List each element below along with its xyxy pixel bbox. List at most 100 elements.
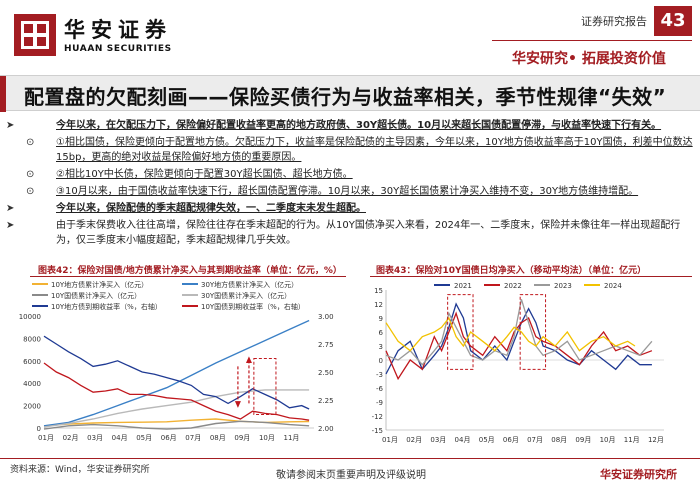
legend-label: 2023: [554, 282, 572, 290]
bullet-item: ➤ 由于季末保费收入往往高增，保险往往存在季末超配的行为。从10Y国债净买入来看，…: [6, 218, 696, 248]
x-tick-label: 06月: [503, 436, 519, 444]
y-tick-label: 9: [379, 315, 383, 323]
slogan: 华安研究• 拓展投资价值: [512, 51, 666, 67]
x-tick-label: 08月: [210, 434, 226, 442]
x-tick-label: 01月: [382, 436, 398, 444]
y-left-tick-label: 10000: [19, 313, 41, 321]
legend-label: 30Y地方债累计净买入（亿元）: [201, 280, 298, 289]
page-title: 配置盘的欠配刻画——保险买债行为与收益率相关，季节性规律“失效”: [24, 85, 667, 109]
x-tick-label: 09月: [575, 436, 591, 444]
bullet-marker: ➤: [6, 120, 15, 131]
y-tick-label: 15: [374, 287, 383, 295]
figure-43-chart: 2021 2022 2023 2024 -15 -12 -9 -6 -3 0 3 6 9 12 15 01月 0…: [372, 282, 664, 444]
figure-43-caption: 图表43：保险对10Y国债日均净买入（移动平均法）（单位：亿元）: [376, 266, 647, 276]
annotation-dashed-box: [447, 294, 474, 370]
bullet-marker: ⊙: [26, 186, 35, 197]
x-tick-label: 07月: [527, 436, 543, 444]
x-tick-label: 02月: [406, 436, 422, 444]
bullet-item: ➤ 今年以来，在欠配压力下，保险偏好配置收益率更高的地方政府债、30Y超长债。10…: [6, 118, 696, 133]
bullet-item: ➤ 今年以来，保险配债的季末超配规律失效，一、二季度末未发生超配。: [6, 201, 696, 216]
series-line-4: [43, 335, 310, 410]
y-left-tick-label: 8000: [23, 335, 41, 343]
y-tick-label: -3: [376, 371, 383, 379]
x-tick-label: 02月: [63, 434, 79, 442]
x-tick-label: 03月: [430, 436, 446, 444]
x-tick-label: 01月: [38, 434, 54, 442]
title-band: 配置盘的欠配刻画——保险买债行为与收益率相关，季节性规律“失效”: [0, 75, 700, 112]
figure-42-caption: 图表42：保险对国债/地方债累计净买入与其到期收益率（单位：亿元，%）: [38, 266, 342, 276]
annotation-dashed-box: [519, 294, 547, 370]
brand-name-cn: 华安证券: [64, 17, 172, 42]
x-tick-label: 12月: [648, 436, 664, 444]
figure-42-chart: 10Y地方债累计净买入（亿元） 30Y地方债累计净买入（亿元） 10Y国债累计净买入…: [19, 280, 334, 442]
brand-name-en: HUAAN SECURITIES: [64, 44, 172, 54]
y-left-tick-label: 2000: [23, 403, 41, 411]
y-tick-label: -9: [376, 399, 383, 407]
series-line-2: [385, 299, 653, 366]
legend-label: 2021: [454, 282, 472, 290]
y-left-tick-label: 0: [37, 425, 41, 433]
x-tick-label: 05月: [479, 436, 495, 444]
bullet-marker: ➤: [6, 220, 15, 231]
legend-label: 2024: [604, 282, 622, 290]
annotation-arrow-down-head: [234, 401, 241, 408]
y-tick-label: 0: [379, 357, 383, 365]
header-divider: [492, 40, 692, 41]
bullet-text: ③10月以来，由于国债收益率快速下行，超长国债配置停滞。10月以来，30Y超长国…: [56, 186, 639, 197]
bullet-text: 今年以来，在欠配压力下，保险偏好配置收益率更高的地方政府债、30Y超长债。10月…: [56, 120, 662, 131]
series-line-3: [43, 389, 310, 428]
series-line-2: [43, 420, 310, 430]
y-right-tick-label: 2.25: [318, 397, 334, 405]
y-left-tick-label: 6000: [23, 358, 41, 366]
page-number: 43: [654, 6, 692, 36]
x-tick-label: 03月: [87, 434, 103, 442]
x-tick-label: 11月: [624, 436, 640, 444]
series-line-0: [385, 302, 652, 375]
legend-label: 10Y地方债到期收益率（%，右轴）: [51, 302, 162, 311]
x-tick-label: 08月: [551, 436, 567, 444]
bullet-text: 由于季末保费收入往往高增，保险往往存在季末超配的行为。从10Y国债净买入来看，2…: [56, 220, 681, 246]
company-logo: [14, 14, 56, 56]
x-tick-label: 05月: [136, 434, 152, 442]
figure-43-rule: [370, 276, 692, 277]
bullet-item: ⊙ ②相比10Y中长债，保险更倾向于配置30Y超长国债、超长地方债。: [6, 167, 696, 182]
bullet-text: ①相比国债，保险更倾向于配置地方债。欠配压力下，收益率是保险配债的主导因素，今年…: [56, 137, 693, 163]
y-right-tick-label: 3.00: [318, 313, 334, 321]
bullet-list: ➤ 今年以来，在欠配压力下，保险偏好配置收益率更高的地方政府债、30Y超长债。10…: [6, 118, 696, 248]
y-right-tick-label: 2.00: [318, 425, 334, 433]
y-left-tick-label: 4000: [23, 380, 41, 388]
disclaimer: 敬请参阅末页重要声明及评级说明: [276, 470, 426, 481]
annotation-dashed-box: [253, 358, 277, 416]
source-note: 资料来源：Wind，华安证券研究所: [10, 465, 150, 475]
document-type: 证券研究报告: [581, 15, 647, 28]
y-tick-label: 6: [379, 329, 384, 337]
footer-divider: [0, 458, 700, 459]
x-tick-label: 06月: [161, 434, 177, 442]
legend-label: 10Y地方债累计净买入（亿元）: [51, 280, 148, 289]
bullet-item: ⊙ ①相比国债，保险更倾向于配置地方债。欠配压力下，收益率是保险配债的主导因素，今…: [6, 135, 696, 165]
y-right-tick-label: 2.75: [318, 341, 334, 349]
legend-label: 2022: [504, 282, 522, 290]
annotation-arrow-up-head: [245, 356, 252, 364]
series-line-5: [43, 362, 310, 421]
series-line-1: [43, 319, 310, 427]
x-tick-label: 10月: [259, 434, 275, 442]
x-tick-label: 04月: [455, 436, 471, 444]
bullet-marker: ⊙: [26, 169, 35, 180]
y-tick-label: -12: [372, 413, 383, 421]
x-tick-label: 07月: [185, 434, 201, 442]
y-tick-label: 3: [379, 343, 383, 351]
series-line-1: [385, 311, 653, 381]
bullet-marker: ⊙: [26, 137, 35, 148]
legend-label: 30Y国债累计净买入（亿元）: [201, 291, 291, 300]
bullet-item: ⊙ ③10月以来，由于国债收益率快速下行，超长国债配置停滞。10月以来，30Y超长…: [6, 184, 696, 199]
x-tick-label: 09月: [234, 434, 250, 442]
legend-label: 10Y国债累计净买入（亿元）: [51, 291, 141, 300]
y-tick-label: 12: [374, 301, 383, 309]
x-tick-label: 04月: [112, 434, 128, 442]
footer-brand: 华安证券研究所: [600, 468, 677, 481]
bullet-text: 今年以来，保险配债的季末超配规律失效，一、二季度末未发生超配。: [56, 203, 366, 214]
title-accent: [0, 76, 6, 112]
legend-label: 10Y国债到期收益率（%，右轴）: [201, 302, 305, 311]
y-right-tick-label: 2.50: [318, 369, 334, 377]
